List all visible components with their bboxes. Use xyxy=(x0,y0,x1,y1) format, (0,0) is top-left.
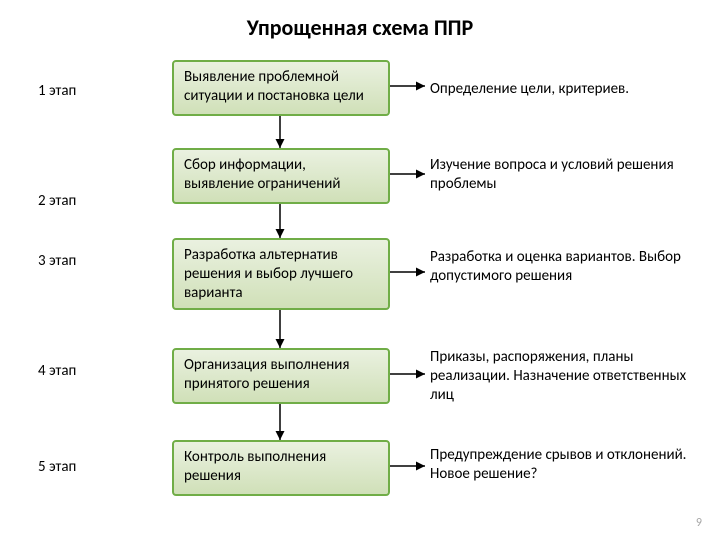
diagram-title: Упрощенная схема ППР xyxy=(0,14,720,41)
stage-label: 2 этап xyxy=(38,192,76,210)
page-number: 9 xyxy=(696,516,702,530)
stage-box: Сбор информации, выявление ограничений xyxy=(172,148,390,204)
stage-box: Разработка альтернатив решения и выбор л… xyxy=(172,238,390,310)
stage-box: Контроль выполнения решения xyxy=(172,440,390,496)
stage-description: Изучение вопроса и условий решения пробл… xyxy=(430,156,705,194)
stage-box: Организация выполнения принятого решения xyxy=(172,348,390,404)
stage-description: Предупреждение срывов и отклонений. Ново… xyxy=(430,446,705,484)
stage-label: 1 этап xyxy=(38,82,76,100)
stage-description: Определение цели, критериев. xyxy=(430,80,705,99)
stage-box: Выявление проблемной ситуации и постанов… xyxy=(172,60,390,116)
stage-description: Разработка и оценка вариантов. Выбор доп… xyxy=(430,248,705,286)
stage-description: Приказы, распоряжения, планы реализации.… xyxy=(430,348,705,404)
stage-label: 5 этап xyxy=(38,458,76,476)
stage-label: 4 этап xyxy=(38,362,76,380)
stage-label: 3 этап xyxy=(38,252,76,270)
